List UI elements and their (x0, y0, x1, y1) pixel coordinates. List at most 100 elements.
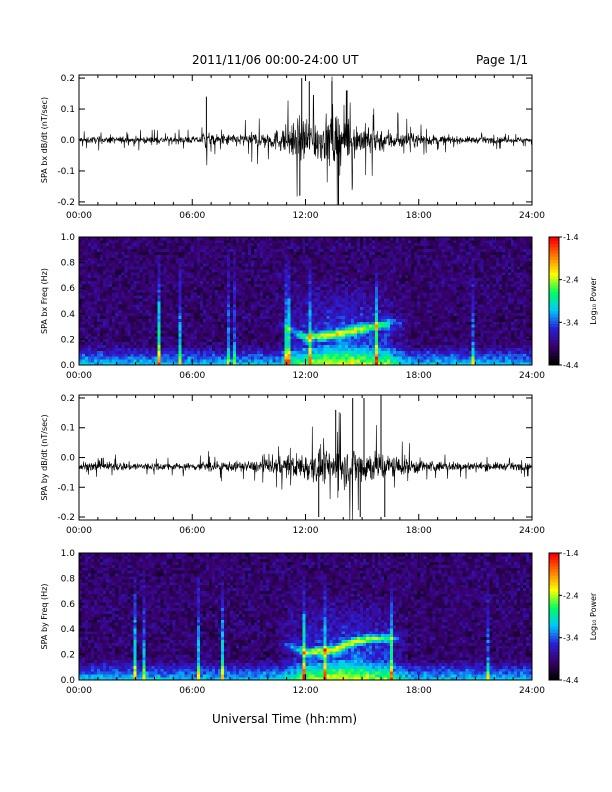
spectrogram-cell (248, 321, 252, 325)
spectrogram-cell (365, 283, 370, 287)
spectrogram-cell (317, 286, 321, 290)
spectrogram-cell (377, 242, 382, 247)
spectrogram-cell (190, 306, 195, 311)
spectrogram-cell (396, 251, 400, 255)
spectrogram-cell (223, 263, 228, 267)
spectrogram-cell (311, 283, 315, 287)
spectrogram-cell (199, 306, 204, 311)
spectrogram-cell (187, 295, 192, 299)
spectrogram-cell (344, 266, 349, 270)
spectrogram-cell (151, 321, 155, 325)
spectrogram-cell (248, 283, 252, 287)
spectrogram-cell (399, 292, 403, 296)
spectrogram-cell (157, 347, 161, 351)
spectrogram-cell (142, 341, 146, 346)
spectrogram-cell (263, 286, 267, 290)
spectrogram-cell (371, 271, 376, 276)
spectrogram-cell (106, 306, 110, 311)
spectrogram-cell (94, 274, 98, 279)
spectrogram-cell (172, 330, 177, 334)
spectrogram-cell (371, 356, 376, 360)
spectrogram-cell (326, 315, 331, 319)
spectrogram-cell (281, 356, 285, 360)
spectrogram-cell (284, 260, 288, 264)
spectrogram-cell (314, 280, 318, 284)
spectrogram-cell (414, 315, 418, 319)
spectrogram-cell (269, 338, 273, 343)
spectrogram-cell (365, 274, 370, 279)
spectrogram-cell (347, 327, 352, 331)
spectrogram-cell (284, 301, 288, 305)
spectrogram-cell (293, 289, 297, 293)
spectrogram-cell (100, 341, 104, 346)
spectrogram-cell (299, 324, 303, 328)
spectrogram-cell (347, 260, 352, 264)
spectrogram-cell (290, 251, 294, 255)
spectrogram-cell (230, 321, 234, 325)
spectrogram-cell (266, 254, 270, 258)
spectrogram-cell (172, 353, 177, 357)
spectrogram-cell (402, 327, 406, 331)
spectrogram-cell (106, 292, 110, 296)
spectrogram-cell (302, 315, 306, 319)
spectrogram-cell (275, 341, 279, 346)
spectrogram-cell (314, 266, 318, 270)
spectrogram-cell (130, 356, 134, 360)
spectrogram-cell (281, 333, 285, 337)
spectrogram-cell (175, 254, 180, 258)
spectrogram-cell (166, 303, 170, 308)
spectrogram-cell (220, 266, 225, 270)
spectrogram-cell (314, 344, 318, 348)
spectrogram-cell (199, 318, 204, 322)
spectrogram-cell (157, 333, 161, 337)
spectrogram-cell (109, 315, 113, 319)
spectrogram-cell (302, 344, 306, 348)
spectrogram-cell (190, 324, 195, 328)
spectrogram-cell (338, 301, 343, 305)
spectrogram-cell (202, 260, 207, 264)
spectrogram-cell (166, 333, 170, 337)
spectrogram-cell (356, 292, 361, 296)
spectrogram-cell (362, 237, 367, 241)
spectrogram-cell (118, 321, 122, 325)
spectrogram-cell (302, 295, 306, 299)
spectrogram-cell (344, 303, 349, 308)
spectrogram-cell (387, 306, 391, 311)
spectrogram-cell (384, 292, 388, 296)
spectrogram-cell (115, 263, 119, 267)
spectrogram-cell (402, 295, 406, 299)
spectrogram-cell (408, 289, 412, 293)
spectrogram-cell (148, 309, 152, 314)
spectrogram-cell (323, 271, 328, 276)
spectrogram-cell (305, 344, 309, 348)
spectrogram-cell (332, 301, 337, 305)
spectrogram-cell (329, 292, 334, 296)
spectrogram-cell (145, 289, 149, 293)
spectrogram-cell (408, 260, 412, 264)
spectrogram-cell (281, 277, 285, 282)
spectrogram-cell (353, 327, 358, 331)
spectrogram-cell (326, 274, 331, 279)
spectrogram-cell (236, 283, 240, 287)
spectrogram-cell (290, 274, 294, 279)
spectrogram-cell (97, 266, 101, 270)
spectrogram-cell (275, 350, 279, 354)
spectrogram-cell (335, 306, 340, 311)
spectrogram-cell (269, 271, 273, 276)
spectrogram-cell (208, 330, 213, 334)
spectrogram-cell (100, 347, 104, 351)
spectrogram-cell (166, 295, 170, 299)
spectrogram-cell (118, 356, 122, 360)
spectrogram-cell (248, 242, 252, 247)
spectrogram-cell (217, 280, 222, 284)
spectrogram-cell (109, 324, 113, 328)
spectrogram-cell (344, 292, 349, 296)
spectrogram-cell (314, 353, 318, 357)
spectrogram-cell (311, 277, 315, 282)
spectrogram-cell (257, 274, 261, 279)
spectrogram-cell (236, 315, 240, 319)
spectrogram-cell (211, 242, 216, 247)
spectrogram-cell (384, 338, 388, 343)
spectrogram-cell (323, 298, 328, 302)
spectrogram-cell (109, 353, 113, 357)
